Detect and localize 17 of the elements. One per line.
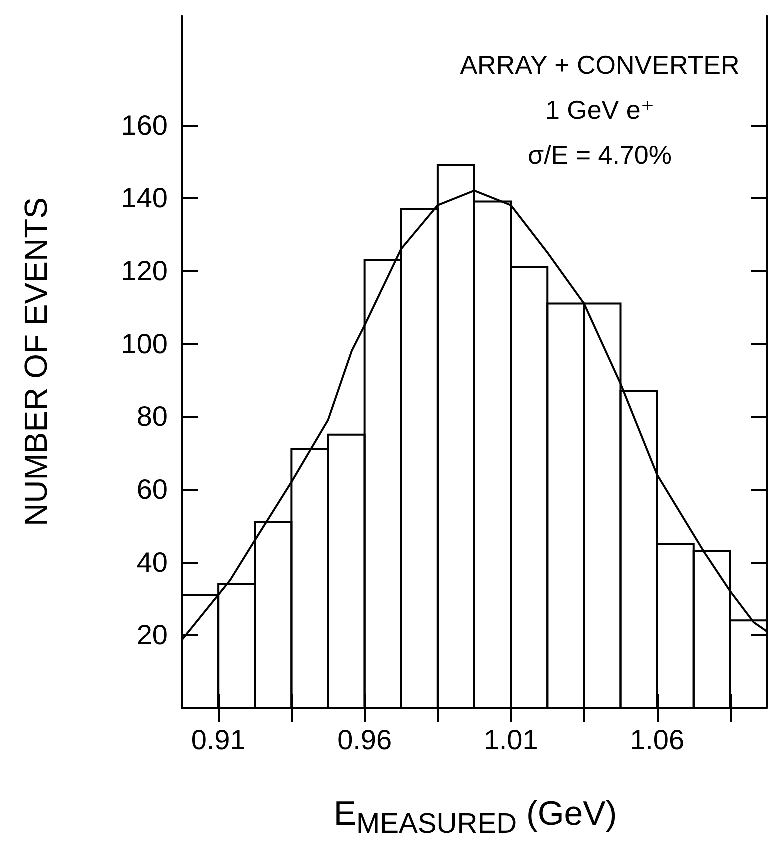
x-tick-label: 0.91 [191, 724, 246, 756]
y-tick-label: 160 [121, 110, 168, 141]
y-tick-label: 20 [136, 620, 168, 651]
x-tick-label: 1.01 [484, 724, 538, 756]
y-tick-label: 140 [121, 182, 168, 214]
x-axis-title: E$_{MEASURED}$ (GeV) [332, 795, 618, 841]
y-tick-label: 40 [136, 546, 168, 578]
x-tick-label: 1.06 [630, 724, 685, 756]
y-tick-label: 60 [136, 474, 168, 505]
annotation: 1 GeV e⁺ [545, 95, 655, 125]
x-tick-label: 0.96 [338, 724, 392, 756]
y-tick-label: 100 [121, 328, 168, 360]
y-tick-label: 120 [121, 255, 168, 286]
y-axis-title: NUMBER OF EVENTS [18, 198, 54, 526]
y-tick-label: 80 [136, 401, 168, 432]
annotation: σ/E = 4.70% [528, 140, 672, 170]
annotation: ARRAY + CONVERTER [460, 50, 740, 80]
